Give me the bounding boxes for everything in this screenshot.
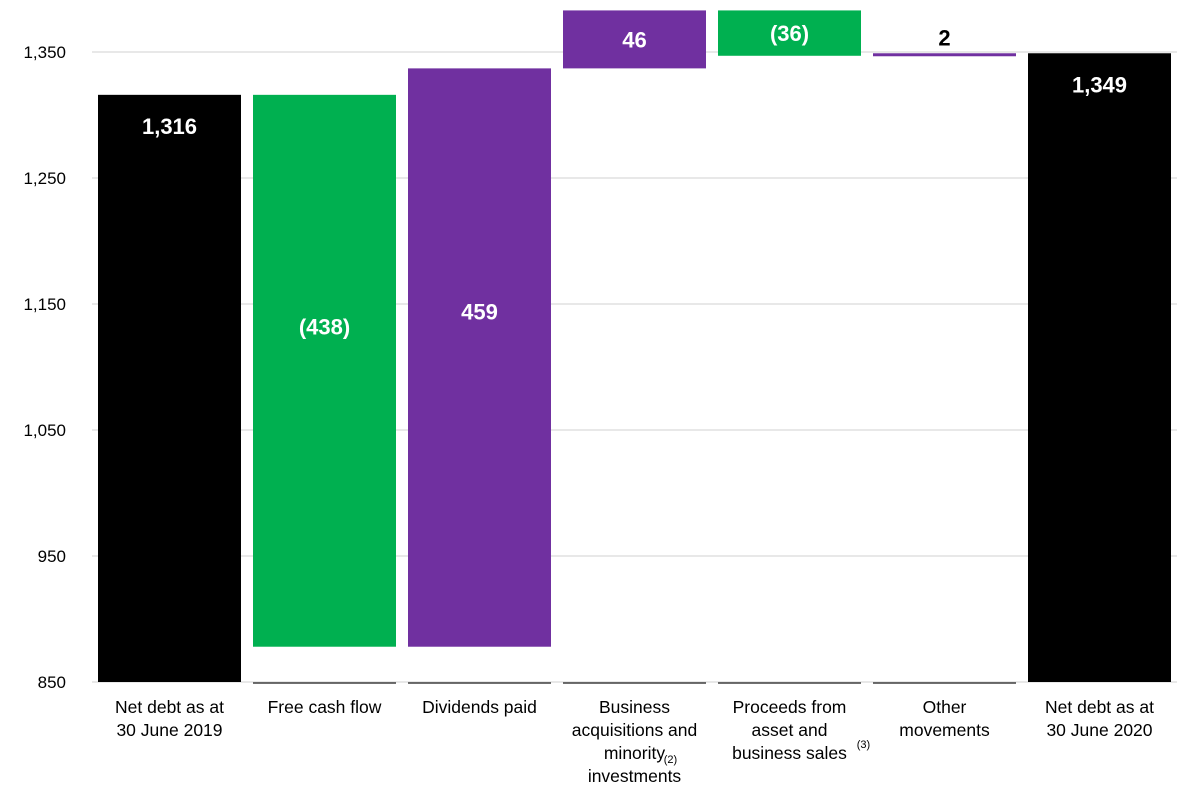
x-tick-label: Business xyxy=(599,697,670,717)
footnote-marker: (3) xyxy=(857,739,870,751)
data-label: 1,316 xyxy=(142,114,197,139)
y-tick-label: 850 xyxy=(38,673,66,692)
bar-increase xyxy=(408,68,551,647)
x-tick-label: 30 June 2020 xyxy=(1046,720,1152,740)
bar-increase xyxy=(873,53,1016,57)
bar-total xyxy=(1028,53,1171,682)
data-label: (36) xyxy=(770,21,809,46)
x-tick-label: Other xyxy=(923,697,967,717)
bar-decrease xyxy=(718,10,861,56)
x-axis: Net debt as at 30 June 2019 Free cash flow… xyxy=(115,697,1154,786)
x-tick-label: Dividends paid xyxy=(422,697,537,717)
data-label: 46 xyxy=(622,27,646,52)
x-tick-label: movements xyxy=(899,720,990,740)
y-axis: 850 950 1,050 1,150 1,250 1,350 xyxy=(23,43,66,692)
x-tick-label: 30 June 2019 xyxy=(116,720,222,740)
y-tick-label: 1,150 xyxy=(23,295,66,314)
bars xyxy=(98,10,1171,684)
data-labels: 1,316 (438) 459 46 (36) 2 1,349 xyxy=(142,21,1127,340)
data-label: 459 xyxy=(461,299,498,324)
footnote-marker: (2) xyxy=(664,754,677,766)
x-tick-label: asset and xyxy=(752,720,828,740)
x-tick-label: Free cash flow xyxy=(268,697,382,717)
x-tick-label: acquisitions and xyxy=(572,720,698,740)
data-label: 1,349 xyxy=(1072,72,1127,97)
x-tick-label: minority xyxy=(604,743,666,763)
x-tick-label: Net debt as at xyxy=(1045,697,1154,717)
x-tick-label: Proceeds from xyxy=(733,697,847,717)
data-label: (438) xyxy=(299,315,350,340)
bar-increase xyxy=(563,10,706,69)
y-tick-label: 1,050 xyxy=(23,421,66,440)
x-tick-label: business sales xyxy=(732,743,847,763)
y-tick-label: 950 xyxy=(38,547,66,566)
bar-total xyxy=(98,94,241,683)
bar-decrease xyxy=(253,94,396,647)
y-tick-label: 1,250 xyxy=(23,169,66,188)
data-label: 2 xyxy=(938,25,950,50)
x-tick-label: Net debt as at xyxy=(115,697,224,717)
y-tick-label: 1,350 xyxy=(23,43,66,62)
x-tick-label: investments xyxy=(588,766,682,786)
